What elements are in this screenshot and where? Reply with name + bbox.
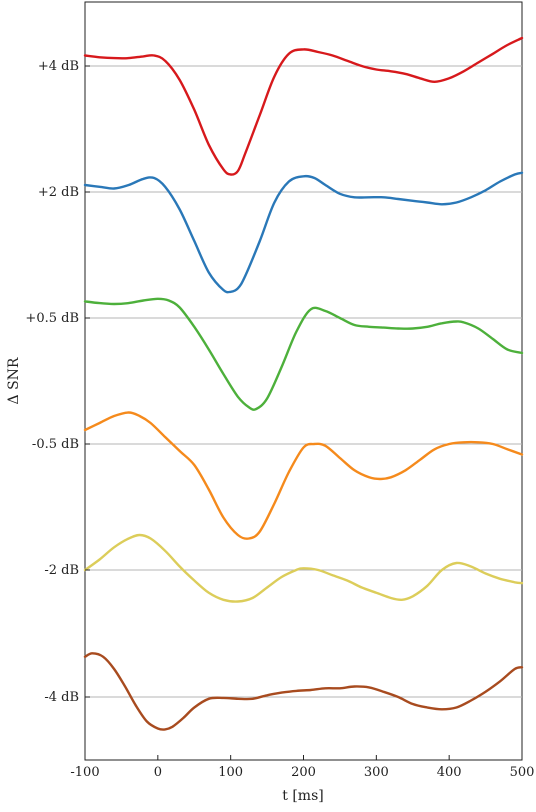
series-group [83,36,524,731]
x-tick-label: 100 [218,765,243,780]
y-tick-label: +4 dB [38,59,79,74]
series-line [83,171,524,294]
series-line [83,297,524,411]
y-tick-label: +0.5 dB [25,311,79,326]
y-axis-label: Δ SNR [6,357,22,404]
series-line [83,652,524,731]
x-tick-label: 300 [364,765,389,780]
x-tick-label: 500 [510,765,535,780]
y-tick-label: -4 dB [44,690,79,705]
y-tick-label: -2 dB [44,563,79,578]
x-tick-label: 400 [437,765,462,780]
y-tick-label: +2 dB [38,185,79,200]
series-line [83,36,524,176]
x-tick-label: 200 [291,765,316,780]
x-axis-label: t [ms] [282,788,323,804]
series-line [83,411,524,540]
x-tick-labels: -100 0 100 200 300 400 500 [70,755,534,780]
y-tick-label: -0.5 dB [32,437,79,452]
x-tick-label: -100 [70,765,99,780]
plot-area [84,1,523,761]
y-tick-labels: +4 dB +2 dB +0.5 dB -0.5 dB -2 dB -4 dB [25,59,90,705]
x-tick-label: 0 [154,765,162,780]
series-line [83,533,524,603]
